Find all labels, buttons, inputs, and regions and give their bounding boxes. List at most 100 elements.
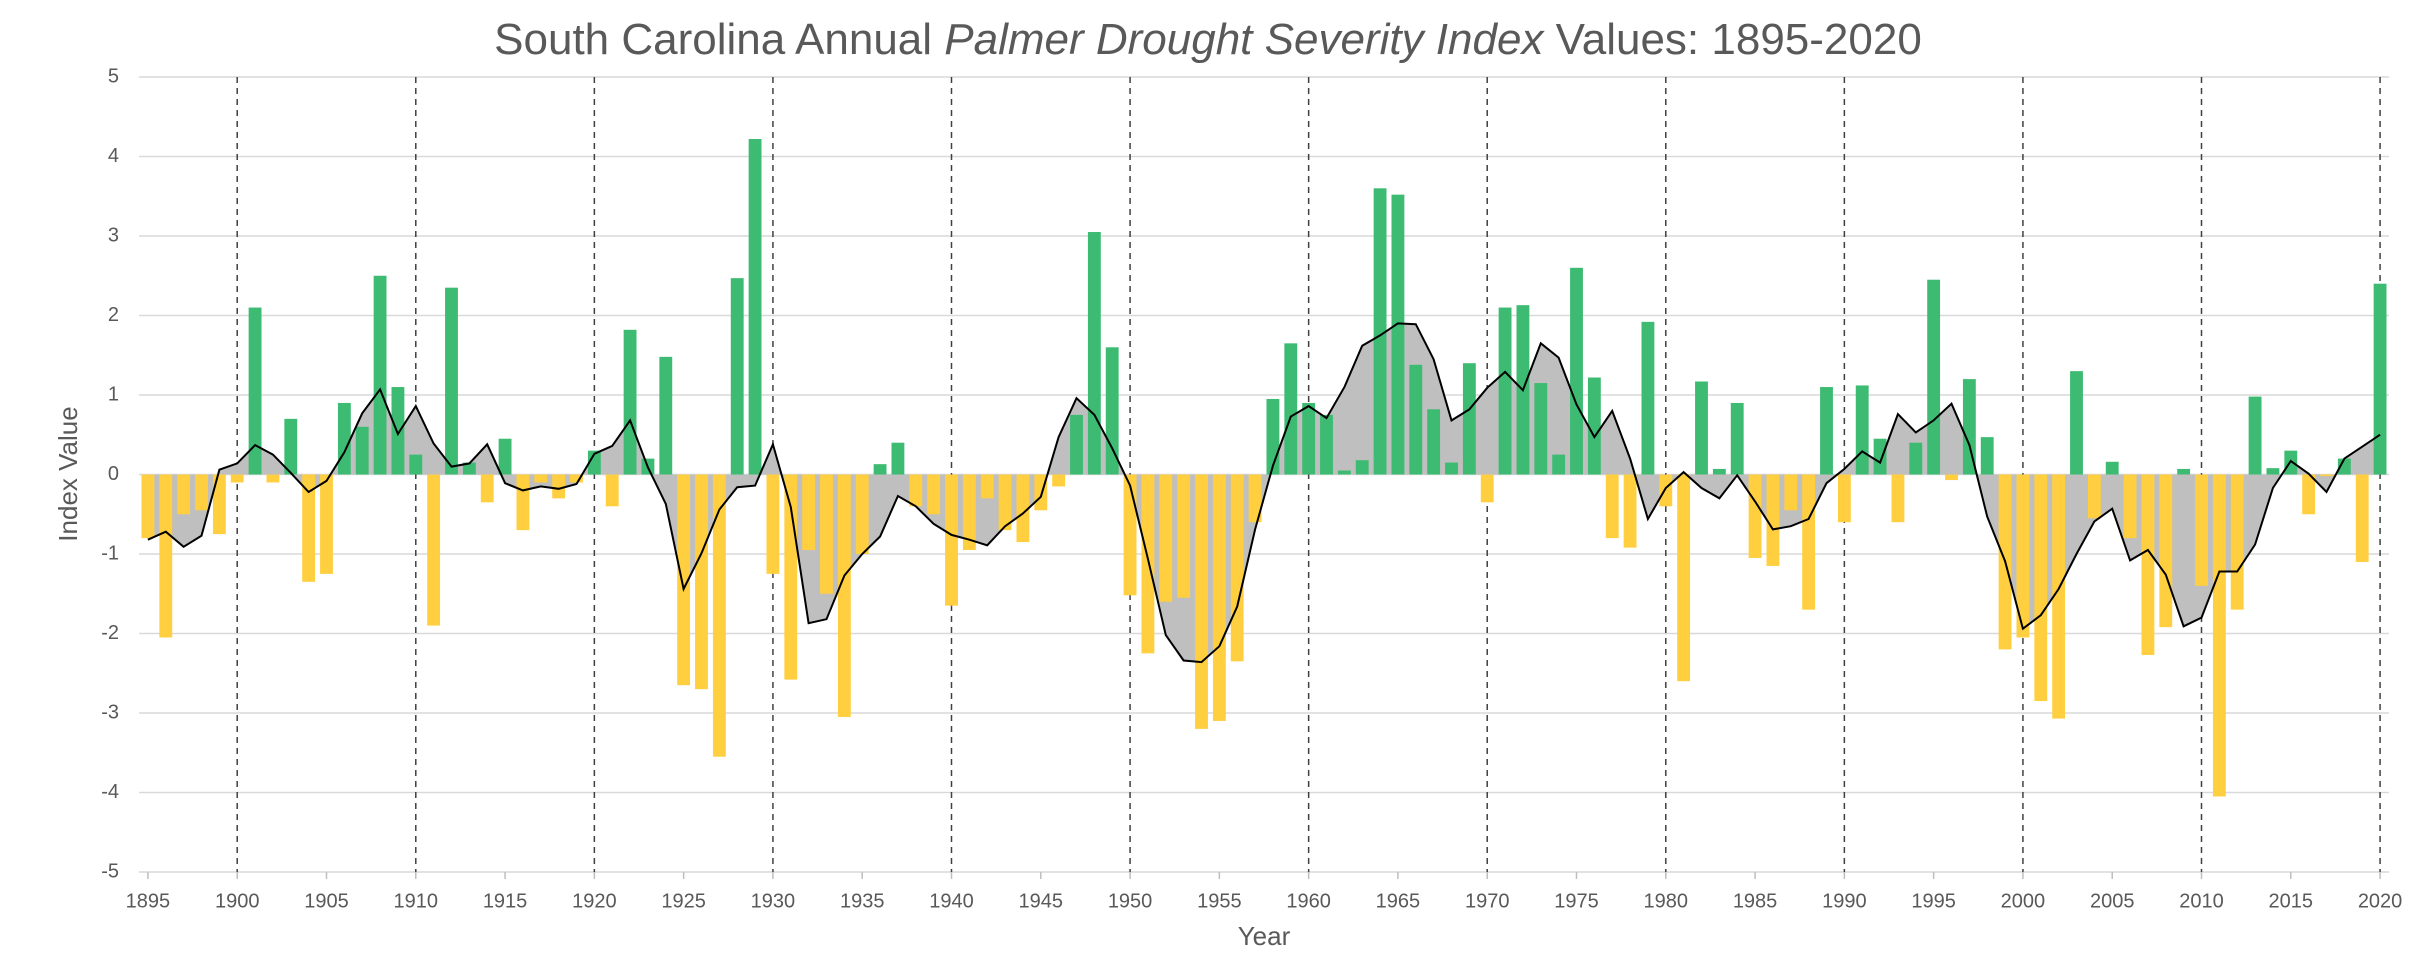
bar [1070,414,1083,475]
bar [1212,474,1226,721]
x-tick-label: 1975 [1554,890,1599,912]
bar [2052,474,2066,719]
x-tick-label: 1905 [304,890,349,912]
bar [1641,321,1655,475]
x-axis-title: Year [1238,921,1291,951]
bar [570,474,583,483]
bar [177,474,191,515]
bar [534,474,548,483]
bar [1891,474,1905,523]
x-tick-label: 1895 [126,890,171,912]
y-tick-label: -4 [101,781,119,803]
bar [2159,474,2173,628]
trend-area [147,323,2381,663]
bar [909,474,923,507]
x-tick-label: 1995 [1911,890,1956,912]
bar [2248,396,2262,475]
bar [659,356,673,475]
bar [820,474,833,594]
x-tick-label: 1935 [840,890,885,912]
y-axis-title: Index Value [53,406,83,541]
x-tick-label: 1960 [1286,890,1331,912]
bar [1766,474,1780,566]
x-tick-label: 1940 [929,890,974,912]
bar [855,474,869,554]
bar [1570,267,1583,475]
bar [516,474,530,531]
bar [2230,474,2244,610]
bar [1659,474,1673,507]
x-tick-label: 1930 [751,890,796,912]
bar [2177,468,2191,475]
bar [748,139,762,475]
x-tick-label: 1900 [215,890,260,912]
bar [2195,474,2208,586]
bar [980,474,994,499]
bar [230,474,244,483]
bar [1480,474,1494,503]
bar [712,474,726,757]
bar [1391,194,1405,475]
bar [2355,474,2369,562]
bar [1141,474,1155,654]
bar [141,474,155,539]
bar [1730,402,1744,475]
bar [427,474,441,626]
bar [355,426,369,475]
bar [337,402,351,475]
bar [391,387,405,475]
x-tick-label: 1990 [1822,890,1867,912]
y-tick-label: -2 [101,622,119,644]
bar [730,278,744,475]
bar [2212,474,2226,797]
bar [1302,402,1316,475]
bar [498,438,512,475]
y-tick-label: -1 [101,542,119,564]
bar [1820,387,1833,475]
bar [1159,474,1173,602]
title-text: South Carolina Annual [494,15,944,64]
y-tick-label: -5 [101,860,119,882]
title-text: Values: 1895-2020 [1543,15,1921,64]
bar [2123,474,2137,539]
bar [1123,474,1137,596]
bar [2141,474,2155,655]
bar [2034,474,2048,702]
bar [1320,414,1333,475]
bar [587,450,601,475]
bar [1284,343,1298,475]
bar [1248,474,1262,523]
x-tick-label: 1965 [1376,890,1421,912]
bar [2373,283,2387,475]
bar [1748,474,1762,558]
bar [766,474,780,574]
bar [1427,409,1441,475]
bar [1409,364,1423,475]
bar [945,474,958,606]
bar [623,329,637,475]
x-tick-label: 2000 [2001,890,2046,912]
bar [284,418,298,475]
bar [695,474,708,690]
bar [373,275,387,475]
bar [962,474,976,551]
bar [2302,474,2316,515]
bar [195,474,208,511]
bar [445,287,458,475]
bar [1052,474,1066,487]
bar [873,464,887,475]
bar [462,462,476,475]
bar [1677,474,1691,682]
x-tick-label: 1910 [394,890,439,912]
y-tick-label: 4 [108,145,119,167]
y-tick-label: -3 [101,701,119,723]
y-tick-label: 0 [108,463,119,485]
y-tick-label: 3 [108,224,119,246]
chart-title: South Carolina Annual Palmer Drought Sev… [494,15,1922,64]
bar [998,474,1012,531]
bar [212,474,226,535]
trend-line [147,322,2381,664]
x-tick-label: 1950 [1108,890,1153,912]
x-tick-label: 2010 [2179,890,2224,912]
